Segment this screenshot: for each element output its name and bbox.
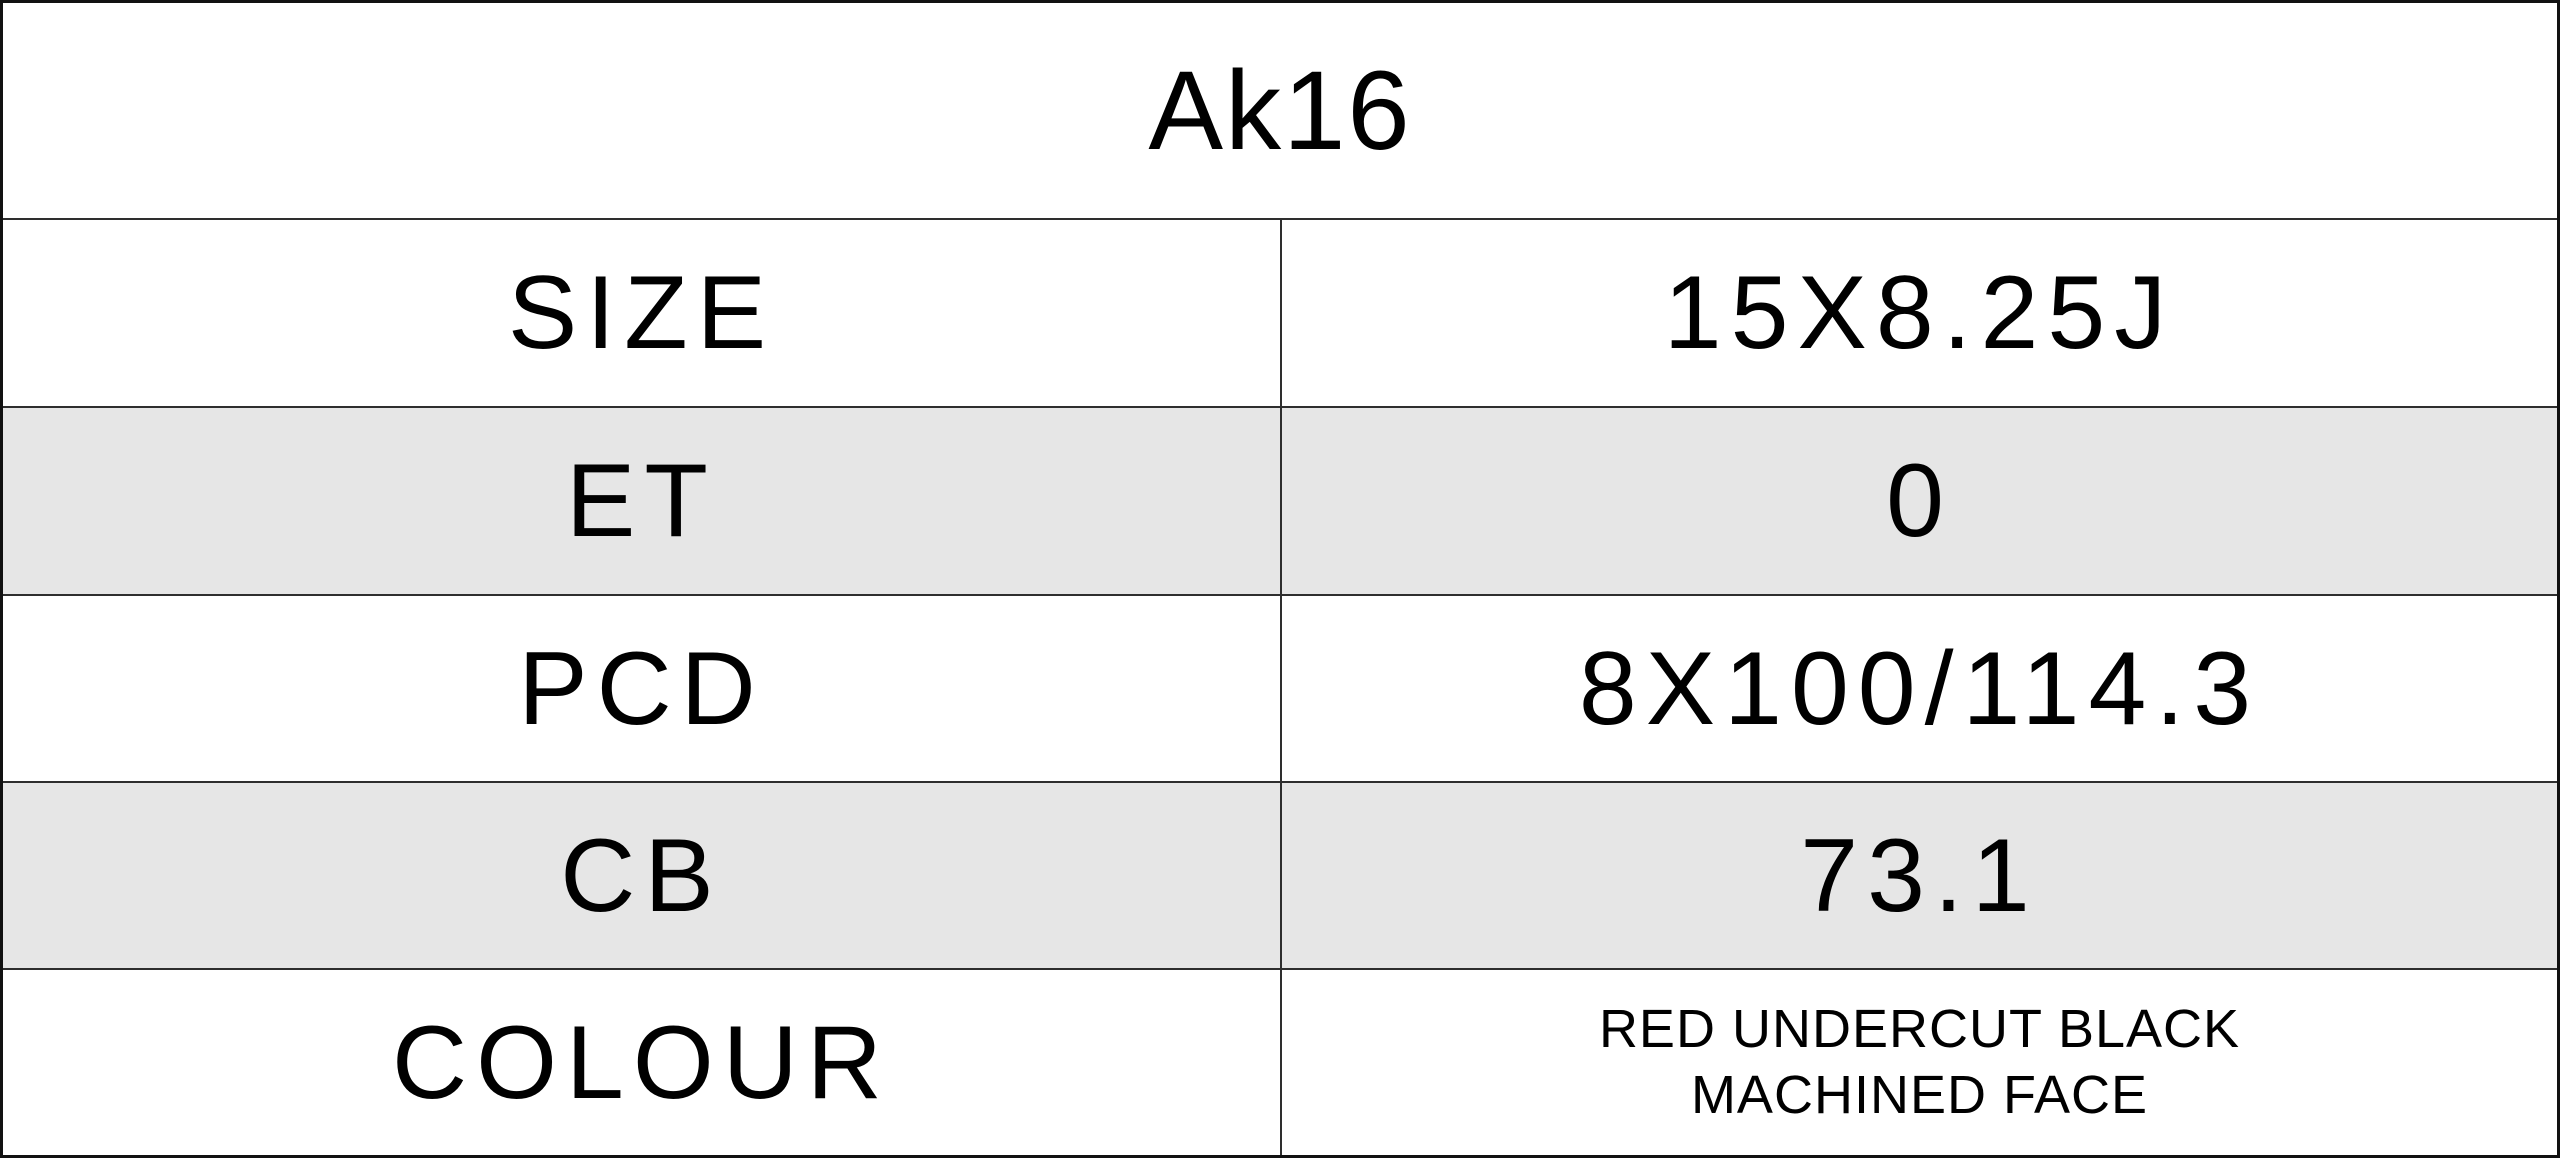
size-value-cell: 15X8.25J — [1280, 220, 2557, 406]
colour-value-line-1: RED UNDERCUT BLACK — [1598, 998, 2241, 1059]
colour-value: RED UNDERCUT BLACK MACHINED FACE — [1599, 997, 2240, 1129]
colour-label-cell: COLOUR — [3, 970, 1280, 1155]
pcd-label-cell: PCD — [3, 596, 1280, 781]
cb-label: CB — [560, 817, 723, 934]
size-label-cell: SIZE — [3, 220, 1280, 406]
table-title: Ak16 — [1148, 47, 1412, 173]
et-value: 0 — [1886, 443, 1953, 559]
et-label: ET — [566, 443, 717, 559]
pcd-label: PCD — [518, 630, 765, 747]
colour-value-cell: RED UNDERCUT BLACK MACHINED FACE — [1280, 970, 2557, 1155]
cb-value-cell: 73.1 — [1280, 783, 2557, 968]
pcd-value-cell: 8X100/114.3 — [1280, 596, 2557, 781]
cb-label-cell: CB — [3, 783, 1280, 968]
table-row-pcd: PCD 8X100/114.3 — [3, 594, 2557, 781]
table-header-row: Ak16 — [3, 3, 2557, 218]
table-title-cell: Ak16 — [3, 3, 2557, 218]
size-value: 15X8.25J — [1663, 255, 2176, 371]
table-row-size: SIZE 15X8.25J — [3, 218, 2557, 406]
colour-label: COLOUR — [392, 1004, 891, 1121]
et-value-cell: 0 — [1280, 408, 2557, 594]
table-row-colour: COLOUR RED UNDERCUT BLACK MACHINED FACE — [3, 968, 2557, 1155]
table-row-et: ET 0 — [3, 406, 2557, 594]
table-row-cb: CB 73.1 — [3, 781, 2557, 968]
pcd-value: 8X100/114.3 — [1578, 630, 2261, 747]
size-label: SIZE — [507, 255, 776, 371]
cb-value: 73.1 — [1800, 817, 2039, 934]
colour-value-line-2: MACHINED FACE — [1690, 1064, 2149, 1125]
et-label-cell: ET — [3, 408, 1280, 594]
